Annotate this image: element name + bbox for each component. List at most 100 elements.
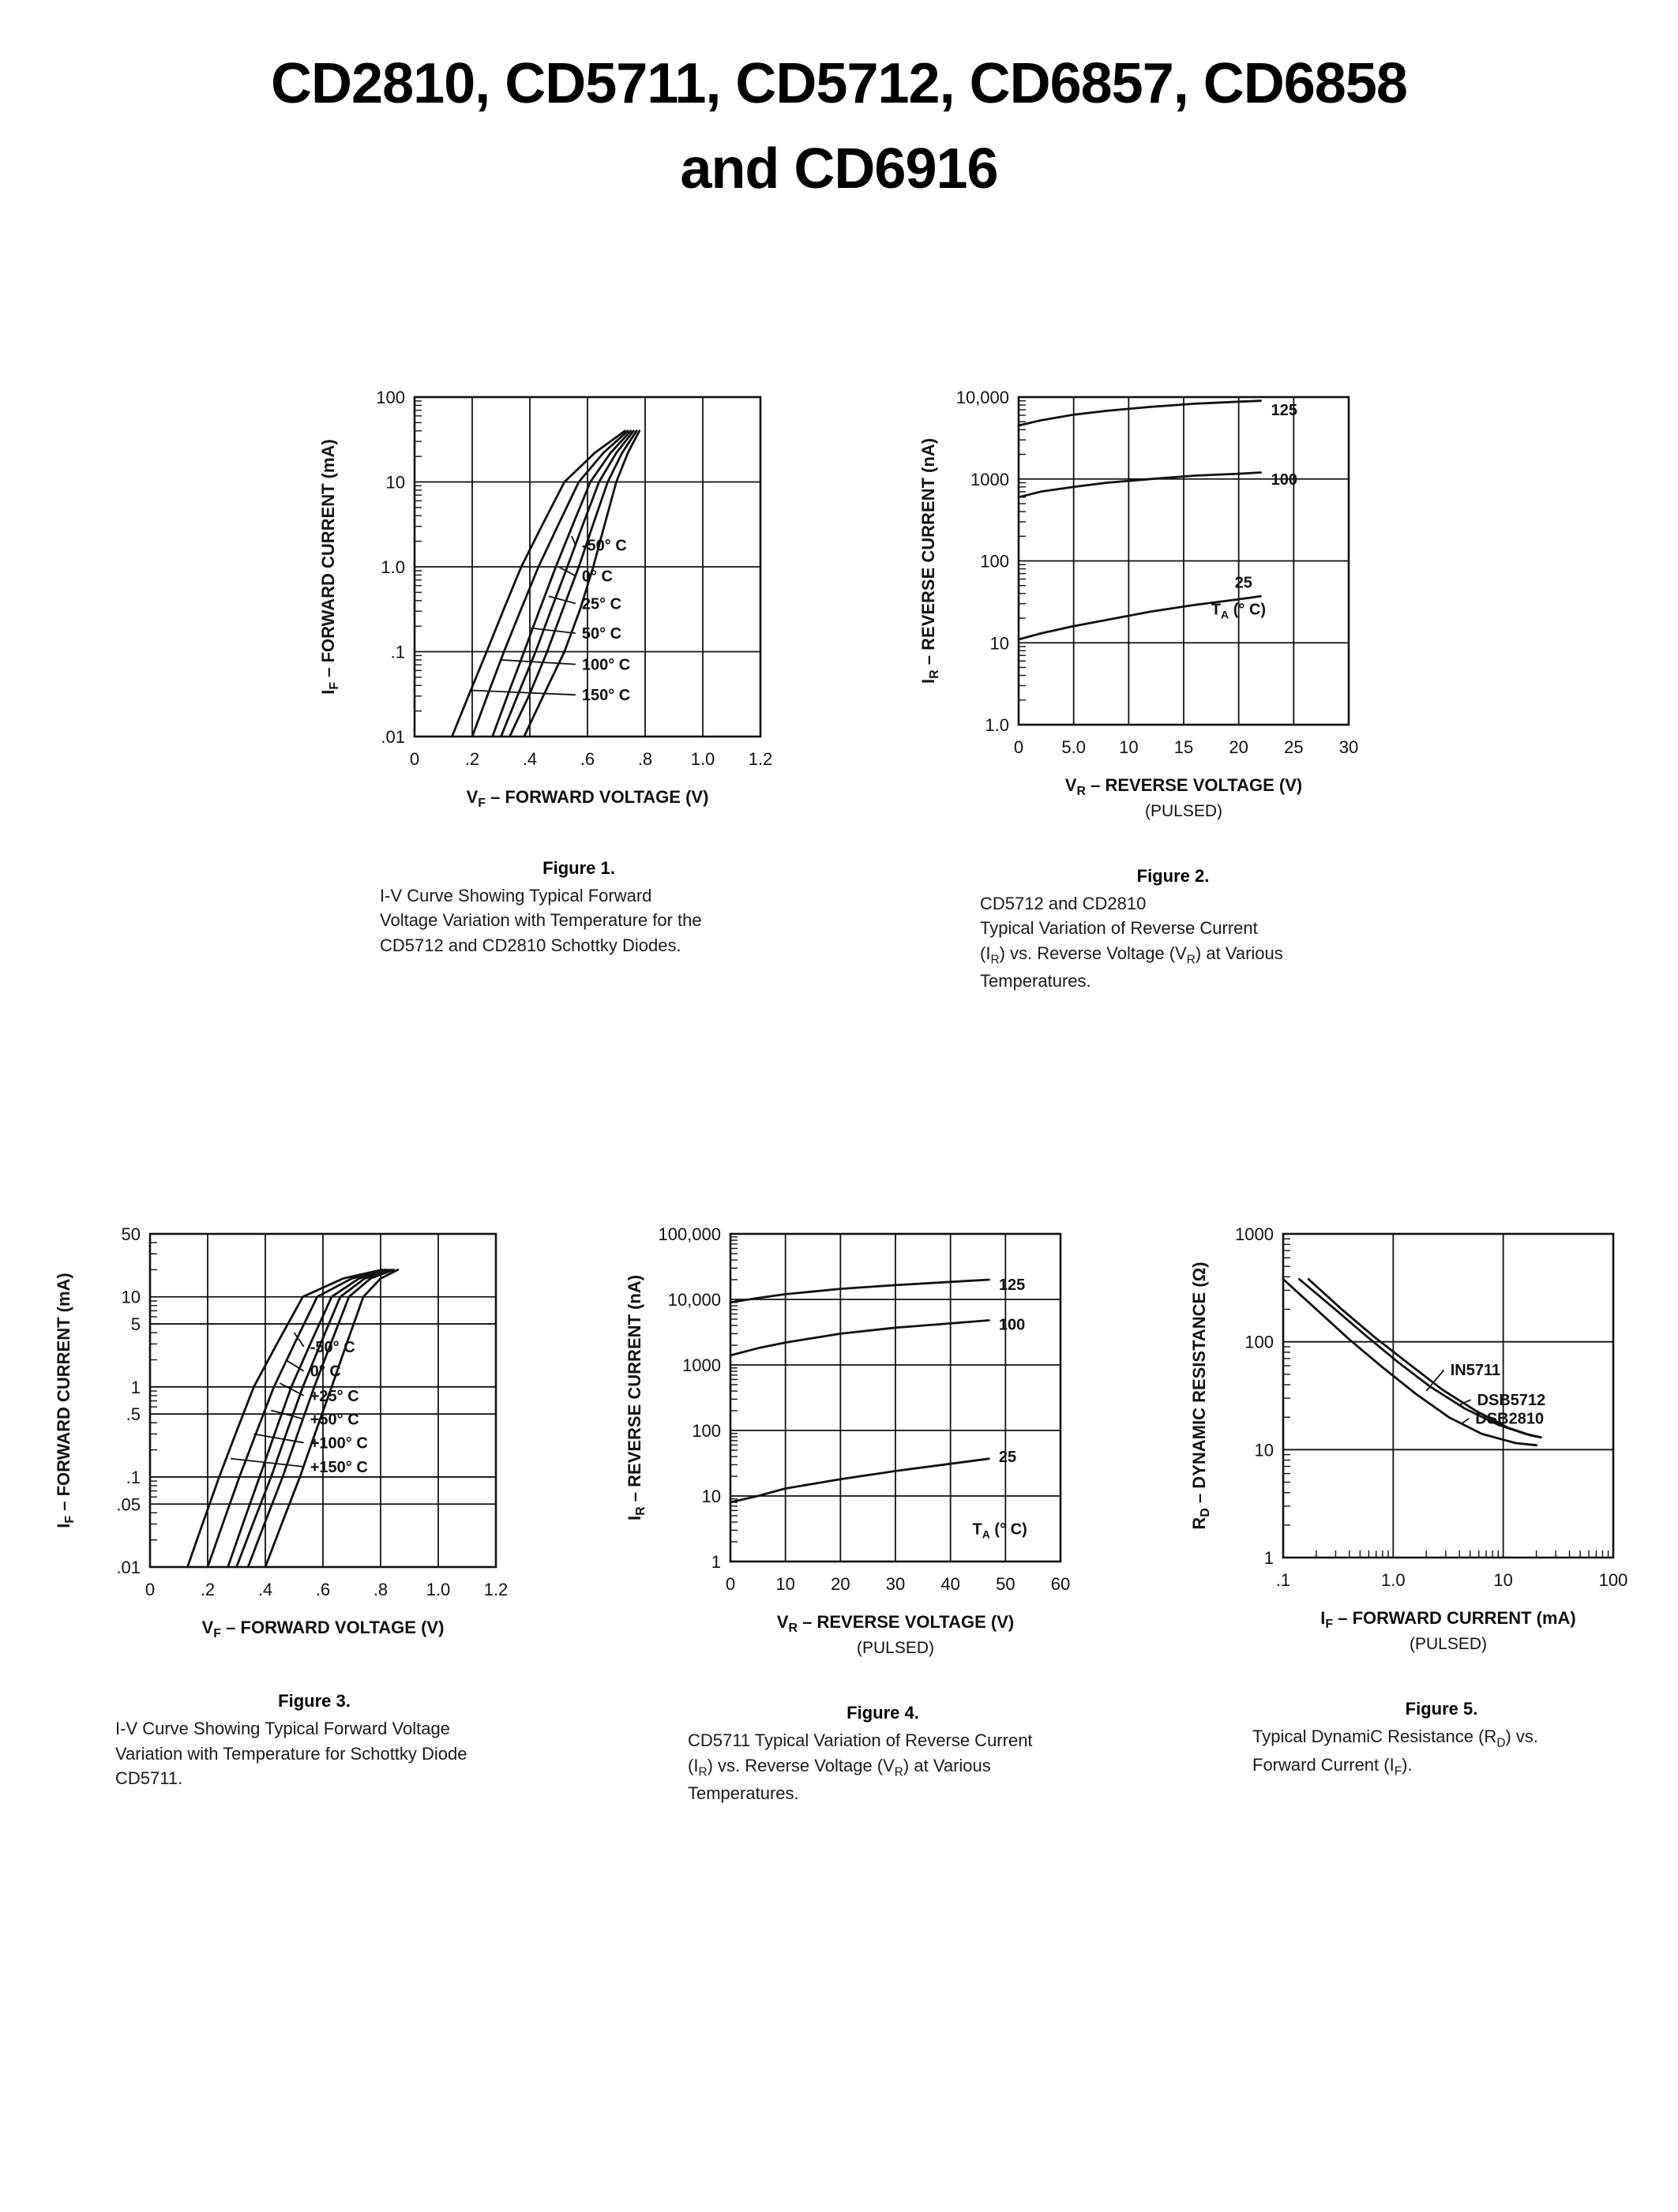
x-tick-label: 60	[1051, 1574, 1070, 1594]
series-leader-line	[293, 1332, 305, 1348]
series-line-1	[509, 429, 638, 738]
figure-4-caption-text: CD5711 Typical Variation of Reverse Curr…	[688, 1730, 1033, 1803]
series-label: DSB5712	[1477, 1392, 1546, 1409]
series-leader-line	[1458, 1399, 1471, 1406]
x-axis-title: VF – FORWARD VOLTAGE (V)	[467, 787, 709, 810]
series-line-0	[523, 429, 641, 738]
datasheet-page: { "page": { "title_line1": "CD2810, CD57…	[0, 41, 1678, 2212]
x-tick-label: .2	[201, 1580, 215, 1599]
x-axis-title: VR – REVERSE VOLTAGE (V)	[1065, 775, 1302, 798]
x-tick-label: .2	[465, 749, 479, 769]
figure-2-svg: 125 100 25 TA (° C) 10,000 1000 100 10 1.00 5.0 10…	[918, 388, 1358, 820]
y-tick-label: .5	[126, 1404, 141, 1424]
series-line-5	[451, 429, 626, 738]
y-tick-label: .01	[381, 727, 405, 747]
y-tick-label: 5	[131, 1314, 141, 1334]
series-line-2	[235, 1269, 392, 1569]
series-leader-line	[253, 1433, 304, 1444]
series-leader-line	[471, 689, 576, 696]
plot-border	[1017, 396, 1350, 726]
figure-3-caption-text: I-V Curve Showing Typical Forward Voltag…	[115, 1719, 467, 1788]
x-tick-label: .8	[638, 749, 652, 769]
chart-annotation: TA (° C)	[973, 1521, 1027, 1541]
series-line-4	[471, 429, 629, 738]
figures-row-2: -50° C 0° C +25° C +50° C +100° C +150° C 50 10…	[0, 1222, 1678, 1805]
series-line-2	[1307, 1278, 1542, 1439]
series-line-1	[246, 1269, 395, 1569]
x-tick-label: 20	[1229, 737, 1248, 757]
x-tick-label: 1.0	[691, 749, 715, 769]
figure-4: 125 100 25 TA (° C) 100,000 10,000 1000 100 10 1 0…	[620, 1222, 1078, 1805]
figures-row-1: -50° C 0° C 25° C 50° C 100° C 150° C 100 10 1.0…	[0, 385, 1678, 993]
series-label: +25° C	[310, 1388, 359, 1405]
y-tick-label: .1	[126, 1468, 141, 1487]
series-label: DSB2810	[1475, 1411, 1544, 1428]
figure-3: -50° C 0° C +25° C +50° C +100° C +150° C 50 10…	[47, 1222, 513, 1790]
figure-2-chart: 125 100 25 TA (° C) 10,000 1000 100 10 1.0 0 5.0 10…	[912, 385, 1366, 843]
page-title: CD2810, CD5711, CD5712, CD6857, CD6858 a…	[0, 41, 1678, 212]
figure-1-caption: Figure 1. I-V Curve Showing Typical Forw…	[312, 856, 778, 958]
y-tick-label: 10	[990, 633, 1009, 653]
y-tick-label: 1000	[970, 470, 1009, 489]
x-tick-label: 25	[1284, 737, 1303, 757]
x-tick-label: 0	[145, 1580, 155, 1599]
figure-1-svg: -50° C 0° C 25° C 50° C 100° C 150° C 100 10 1.0…	[318, 388, 772, 810]
series-label: 100	[1271, 471, 1297, 489]
figure-2-caption-label: Figure 2.	[1136, 866, 1210, 886]
x-axis-subtitle: (PULSED)	[1145, 802, 1222, 820]
y-axis-title: IR – REVERSE CURRENT (nA)	[918, 438, 941, 684]
series-label: IN5711	[1451, 1362, 1500, 1379]
y-tick-label: 10	[386, 473, 405, 493]
y-tick-label: .01	[116, 1558, 141, 1577]
figure-2: 125 100 25 TA (° C) 10,000 1000 100 10 1.0 0 5.0 10…	[912, 385, 1366, 993]
series-line-1	[1017, 471, 1262, 499]
series-line-3	[227, 1269, 389, 1569]
figure-3-chart: -50° C 0° C +25° C +50° C +100° C +150° C 50 10…	[47, 1222, 513, 1668]
x-tick-label: 0	[726, 1574, 735, 1594]
series-line-1	[729, 1319, 990, 1357]
y-tick-label: 1	[711, 1552, 721, 1572]
y-tick-label: 100	[980, 552, 1009, 572]
x-tick-label: 100	[1599, 1570, 1628, 1590]
series-line-2	[1017, 594, 1262, 641]
x-tick-label: .4	[523, 749, 537, 769]
y-tick-label: 100	[1244, 1333, 1274, 1352]
x-tick-label: 30	[1339, 737, 1358, 757]
x-tick-label: 10	[1119, 737, 1138, 757]
series-label: 25° C	[582, 595, 621, 613]
series-line-3	[491, 429, 633, 738]
figure-4-chart: 125 100 25 TA (° C) 100,000 10,000 1000 100 10 1 0…	[620, 1222, 1078, 1680]
figure-3-caption-label: Figure 3.	[278, 1691, 351, 1711]
x-tick-label: .8	[374, 1580, 388, 1599]
x-tick-label: 5.0	[1061, 737, 1086, 757]
y-axis-title: IF – FORWARD CURRENT (mA)	[318, 439, 341, 695]
figure-1-chart: -50° C 0° C 25° C 50° C 100° C 150° C 100 10 1.0…	[312, 385, 778, 835]
series-label: 125	[999, 1277, 1025, 1294]
figure-1-caption-label: Figure 1.	[542, 858, 615, 878]
x-axis-title: VF – FORWARD VOLTAGE (V)	[202, 1618, 445, 1640]
series-line-5	[186, 1269, 384, 1569]
x-tick-label: 15	[1174, 737, 1193, 757]
x-tick-label: 20	[831, 1574, 850, 1594]
page-title-line-2: and CD6916	[680, 137, 998, 201]
series-label: 125	[1271, 402, 1297, 419]
y-tick-label: 1.0	[381, 557, 405, 577]
series-leader-line	[1461, 1418, 1470, 1425]
figure-5-chart: IN5711 DSB5712 DSB2810 1000 100 10 1.1 1.0 10 100…	[1184, 1222, 1631, 1676]
y-tick-label: 10	[702, 1487, 721, 1506]
y-tick-label: 1	[131, 1378, 141, 1397]
y-tick-label: .05	[116, 1494, 141, 1514]
series-leader-line	[558, 566, 576, 577]
series-label: 0° C	[582, 568, 613, 586]
y-tick-label: 1000	[682, 1355, 721, 1375]
series-leader-line	[548, 595, 576, 605]
x-tick-label: 0	[1014, 737, 1023, 757]
x-tick-label: 1.0	[426, 1580, 451, 1599]
figure-5-caption-text: Typical DynamiC Resistance (RD) vs. Forwa…	[1252, 1726, 1538, 1779]
x-tick-label: 10	[775, 1574, 794, 1594]
series-line-2	[500, 429, 635, 738]
series-leader-line	[285, 1359, 305, 1372]
x-tick-label: 40	[940, 1574, 959, 1594]
x-tick-label: .1	[1276, 1570, 1290, 1590]
